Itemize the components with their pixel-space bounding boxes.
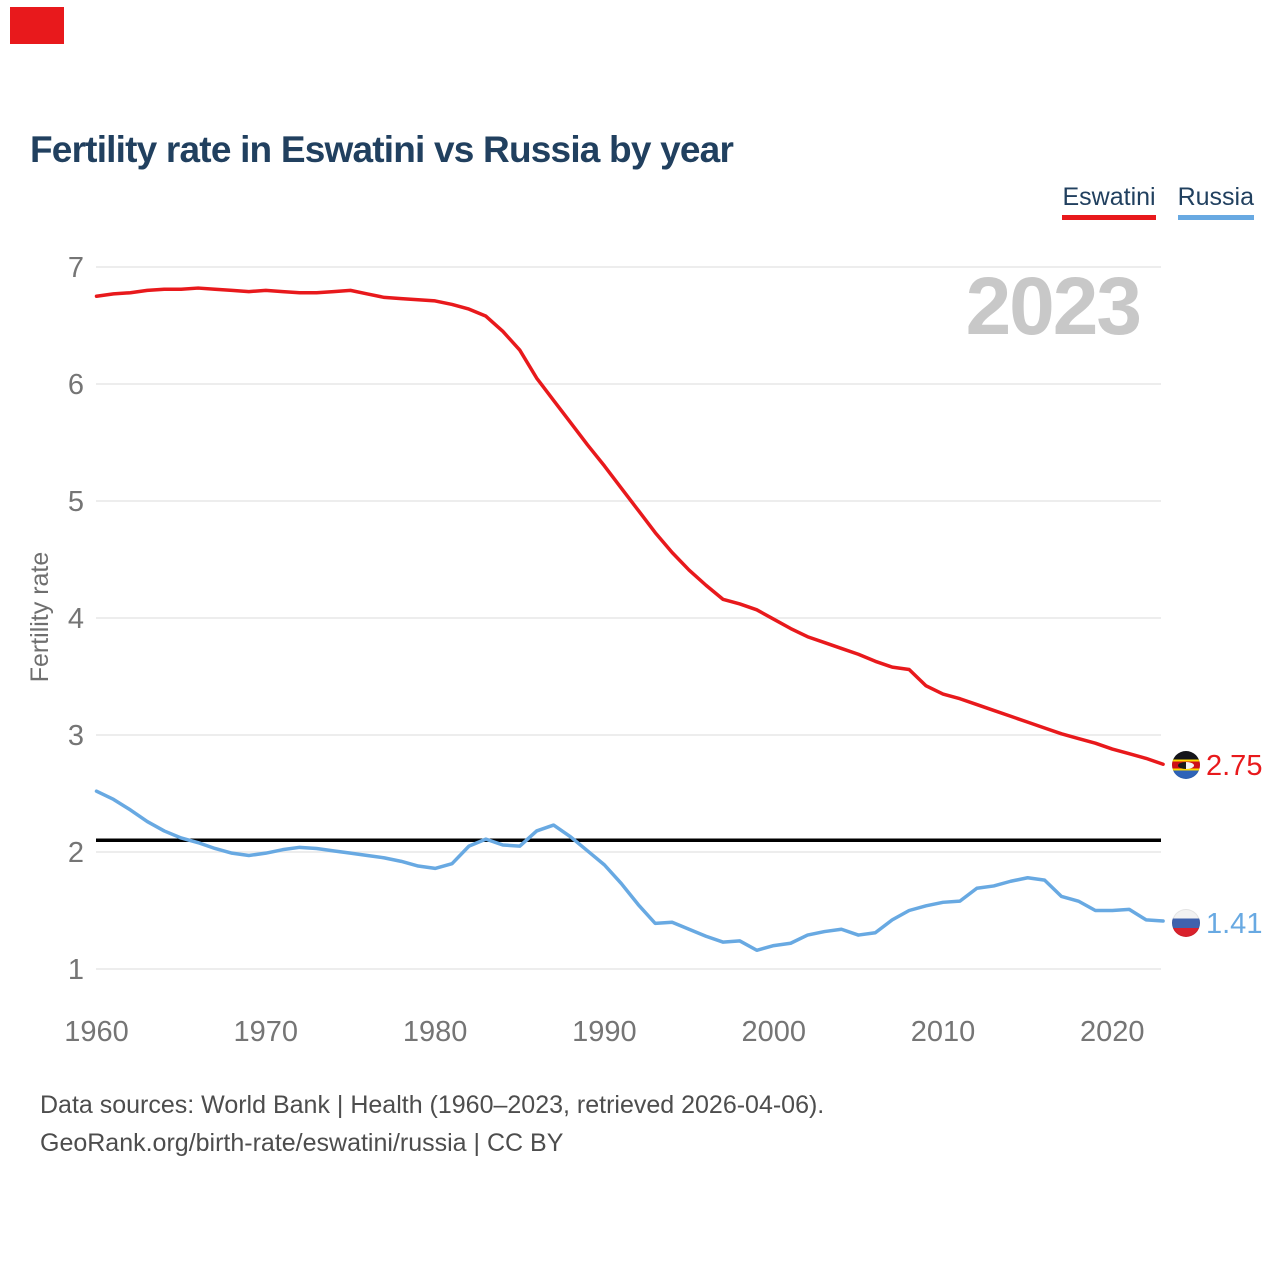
legend-item-russia[interactable]: Russia: [1177, 183, 1254, 220]
y-tick-1: 1: [68, 954, 84, 986]
y-tick-5: 5: [68, 486, 84, 518]
legend-item-eswatini[interactable]: Eswatini: [1062, 183, 1156, 220]
watermark-year: 2023: [965, 261, 1142, 352]
legend: Eswatini Russia: [1062, 183, 1254, 220]
x-tick-1990: 1990: [572, 1016, 637, 1048]
x-tick-2000: 2000: [741, 1016, 806, 1048]
eswatini-shield-icon: [1178, 762, 1194, 769]
y-axis-label: Fertility rate: [26, 552, 54, 683]
series-line-russia: [94, 789, 1165, 953]
y-tick-6: 6: [68, 369, 84, 401]
y-tick-3: 3: [68, 720, 84, 752]
footer-attribution: GeoRank.org/birth-rate/eswatini/russia |…: [40, 1129, 564, 1157]
y-tick-7: 7: [68, 252, 84, 284]
x-tick-2010: 2010: [911, 1016, 976, 1048]
footer-data-sources: Data sources: World Bank | Health (1960–…: [40, 1091, 825, 1119]
page-title: Fertility rate in Eswatini vs Russia by …: [30, 128, 734, 170]
footer: Data sources: World Bank | Health (1960–…: [40, 1086, 824, 1162]
russia-end-value: 1.41: [1206, 908, 1263, 940]
x-tick-2020: 2020: [1080, 1016, 1145, 1048]
red-corner-block: [10, 7, 64, 44]
x-tick-1960: 1960: [64, 1016, 129, 1048]
y-tick-4: 4: [68, 603, 84, 635]
eswatini-end-value: 2.75: [1206, 750, 1263, 782]
x-tick-1970: 1970: [234, 1016, 299, 1048]
series-line-eswatini: [94, 286, 1165, 766]
eswatini-flag-icon: [1172, 751, 1200, 779]
russia-flag-icon: [1172, 909, 1200, 937]
y-tick-2: 2: [68, 837, 84, 869]
x-tick-1980: 1980: [403, 1016, 468, 1048]
